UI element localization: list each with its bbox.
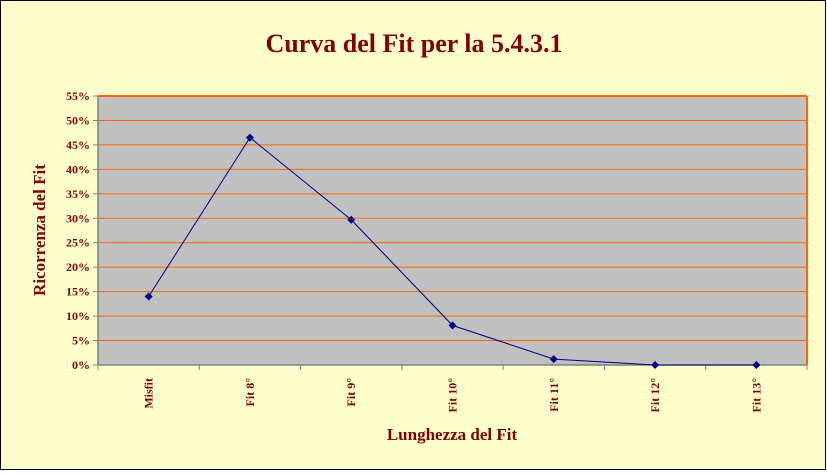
chart-title: Curva del Fit per la 5.4.3.1: [265, 29, 562, 58]
data-point: [448, 321, 457, 330]
x-axis-ticks: Misfit Fit 8° Fit 9° Fit 10° Fit 11° Fit 12° F…: [97, 365, 808, 413]
x-tick-label: Fit 8°: [243, 378, 257, 407]
y-tick-label: 45%: [66, 138, 90, 152]
data-point: [651, 361, 660, 369]
y-tick-label: 55%: [66, 89, 90, 103]
data-point: [144, 292, 153, 301]
x-tick-label: Fit 12°: [648, 378, 662, 413]
y-tick-label: 35%: [66, 187, 90, 201]
y-tick-label: 5%: [72, 334, 90, 348]
y-axis-ticks: 0% 5% 10% 15% 20% 25% 30% 35% 40% 45% 50% 55%: [66, 89, 98, 372]
y-tick-label: 10%: [66, 309, 90, 323]
data-point: [245, 133, 254, 142]
y-tick-label: 40%: [66, 162, 90, 176]
x-tick-label: Fit 11°: [547, 378, 561, 412]
data-point: [752, 361, 761, 369]
y-tick-label: 15%: [66, 285, 90, 299]
y-tick-label: 25%: [66, 236, 90, 250]
x-tick-label: Fit 13°: [749, 378, 763, 413]
y-axis-title: Ricorrenza del Fit: [30, 164, 49, 296]
gridlines: [98, 119, 807, 342]
y-tick-label: 30%: [66, 211, 90, 225]
x-tick-label: Fit 10°: [446, 378, 460, 413]
x-tick-label: Misfit: [142, 378, 156, 409]
plot-area: [98, 96, 807, 365]
y-tick-label: 50%: [66, 113, 90, 127]
y-tick-label: 20%: [66, 260, 90, 274]
x-axis-title: Lunghezza del Fit: [387, 425, 518, 444]
x-tick-label: Fit 9°: [344, 378, 358, 407]
y-tick-label: 0%: [72, 358, 90, 372]
data-point: [549, 355, 558, 364]
series-group: [144, 133, 761, 369]
data-point: [347, 215, 356, 224]
